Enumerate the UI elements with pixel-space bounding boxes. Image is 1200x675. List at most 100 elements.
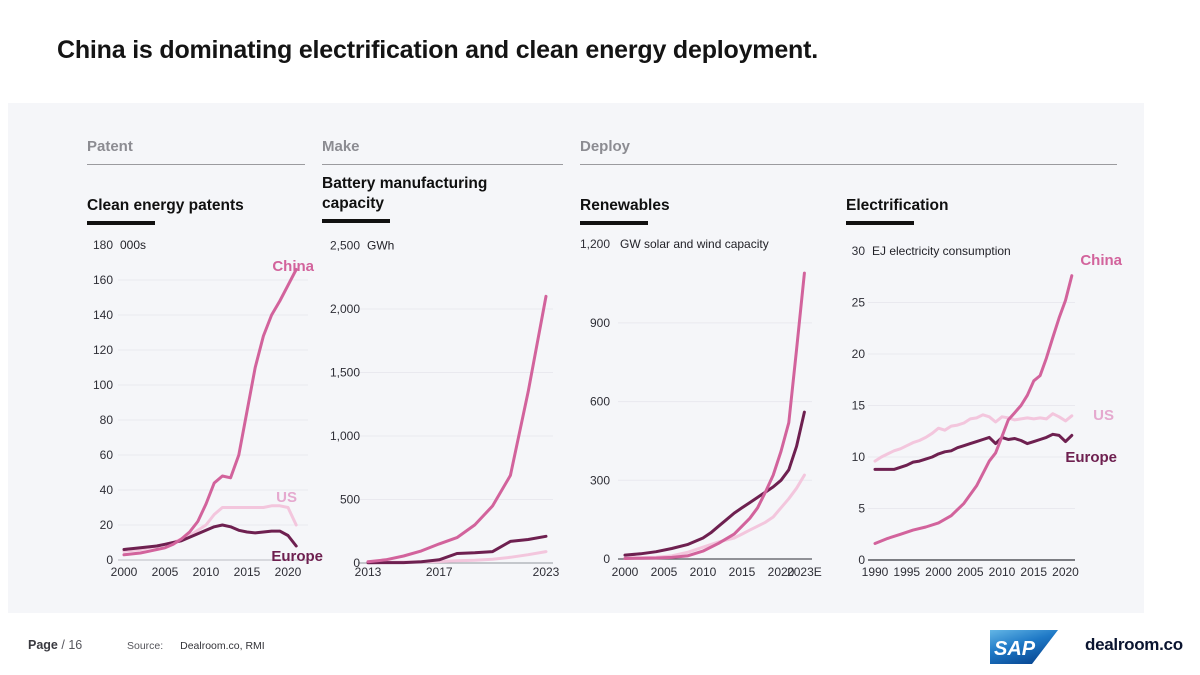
series-line-europe xyxy=(122,523,298,551)
x-tick-label: 2013 xyxy=(355,565,382,579)
x-tick-label: 2005 xyxy=(651,565,678,579)
x-tick-label: 1995 xyxy=(893,565,920,579)
y-tick-label: 160 xyxy=(93,273,113,287)
chart-battery-capacity: 0 500 1,000 1,500 2,000 2,500 GWh 2013 2017 2023 xyxy=(315,235,565,592)
chart-electrification: 0 5 10 15 20 25 30 EJ electricity consumption 19… xyxy=(840,235,1130,592)
series-label-europe: Europe xyxy=(1065,449,1117,466)
chart-title-battery: Battery manufacturing capacity xyxy=(322,174,517,223)
page-title: China is dominating electrification and … xyxy=(57,36,818,64)
sap-logo-text: SAP xyxy=(994,638,1036,660)
title-underline xyxy=(846,221,914,225)
page-number: Page / 16 xyxy=(28,638,83,652)
series-label-china: China xyxy=(1080,252,1122,269)
chart-plot-svg: 0 20 40 60 80 100 120 140 160 180 000s 2000 2005 2010… xyxy=(93,238,323,579)
series-label-us: US xyxy=(276,489,297,506)
y-tick-label: 2,000 xyxy=(330,302,360,316)
axis-unit-label: GW solar and wind capacity xyxy=(620,237,769,251)
chart-renewables: 0 300 600 900 1,200 GW solar and wind capacit… xyxy=(575,235,827,592)
section-label: Deploy xyxy=(580,138,631,155)
x-tick-label: 2020 xyxy=(1052,565,1079,579)
x-tick-label: 2005 xyxy=(957,565,984,579)
series-line-europe xyxy=(623,410,806,557)
y-tick-label: 25 xyxy=(852,296,866,310)
y-tick-label: 1,500 xyxy=(330,366,360,380)
y-tick-label: 900 xyxy=(590,316,610,330)
x-tick-label: 2023 xyxy=(533,565,560,579)
dealroom-logo: dealroom.co xyxy=(1085,635,1183,654)
y-tick-label: 600 xyxy=(590,395,610,409)
x-tick-label: 2020 xyxy=(275,565,302,579)
y-tick-label: 30 xyxy=(852,244,866,258)
x-tick-label: 2017 xyxy=(426,565,453,579)
x-tick-label: 2023E xyxy=(787,565,822,579)
section-header-deploy: Deploy xyxy=(580,138,1117,165)
x-tick-label: 2010 xyxy=(989,565,1016,579)
x-tick-label: 2010 xyxy=(193,565,220,579)
series-line-us xyxy=(873,412,1074,463)
y-tick-label: 140 xyxy=(93,308,113,322)
y-tick-label: 2,500 xyxy=(330,239,360,253)
x-tick-label: 2020 xyxy=(768,565,795,579)
y-tick-label: 40 xyxy=(100,483,114,497)
title-underline xyxy=(580,221,648,225)
x-tick-label: 2015 xyxy=(729,565,756,579)
x-tick-label: 2015 xyxy=(1020,565,1047,579)
section-label: Make xyxy=(322,138,360,155)
series-line-china xyxy=(366,294,548,564)
y-tick-label: 20 xyxy=(100,518,114,532)
series-label-us: US xyxy=(1093,407,1114,424)
y-tick-label: 300 xyxy=(590,473,610,487)
title-underline xyxy=(322,219,390,223)
axis-unit-label: EJ electricity consumption xyxy=(872,244,1011,258)
x-tick-label: 2000 xyxy=(612,565,639,579)
series-line-china xyxy=(873,274,1074,545)
y-tick-label: 80 xyxy=(100,413,114,427)
x-tick-label: 2010 xyxy=(690,565,717,579)
section-header-patent: Patent xyxy=(87,138,305,165)
sap-logo-shape xyxy=(990,630,1058,664)
y-tick-label: 100 xyxy=(93,378,113,392)
y-tick-label: 0 xyxy=(106,553,113,567)
axis-unit-label: GWh xyxy=(367,239,394,253)
chart-clean-energy-patents: 0 20 40 60 80 100 120 140 160 180 000s 2000 2005 2010… xyxy=(80,235,336,592)
y-tick-label: 1,200 xyxy=(580,237,610,251)
y-tick-label: 500 xyxy=(340,493,360,507)
y-tick-label: 15 xyxy=(852,399,866,413)
chart-title-renewables: Renewables xyxy=(580,196,790,225)
x-tick-label: 2015 xyxy=(234,565,261,579)
y-tick-label: 0 xyxy=(353,556,360,570)
y-tick-label: 180 xyxy=(93,238,113,252)
series-line-europe xyxy=(366,534,548,565)
x-tick-label: 1990 xyxy=(862,565,889,579)
y-tick-label: 1,000 xyxy=(330,429,360,443)
series-label-china: China xyxy=(272,258,314,275)
y-tick-label: 10 xyxy=(852,450,866,464)
chart-plot-svg: 0 500 1,000 1,500 2,000 2,500 GWh 2013 2017 2023 xyxy=(330,239,560,580)
axis-unit-label: 000s xyxy=(120,238,146,252)
content-panel xyxy=(8,103,1144,613)
source-value: Dealroom.co, RMI xyxy=(180,640,265,652)
x-tick-label: 2000 xyxy=(111,565,138,579)
series-line-china xyxy=(623,271,806,560)
series-line-china xyxy=(122,268,298,557)
y-tick-label: 60 xyxy=(100,448,114,462)
series-line-europe xyxy=(873,432,1074,471)
source-label: Source: xyxy=(127,640,164,652)
y-tick-label: 5 xyxy=(858,502,865,516)
y-tick-label: 0 xyxy=(603,552,610,566)
section-label: Patent xyxy=(87,138,133,155)
section-header-make: Make xyxy=(322,138,563,165)
sap-logo: SAP xyxy=(990,630,1058,669)
chart-title-patents: Clean energy patents xyxy=(87,196,297,225)
y-tick-label: 20 xyxy=(852,347,866,361)
x-tick-label: 2000 xyxy=(925,565,952,579)
series-label-europe: Europe xyxy=(271,548,323,565)
x-tick-label: 2005 xyxy=(152,565,179,579)
y-tick-label: 120 xyxy=(93,343,113,357)
y-tick-label: 0 xyxy=(858,553,865,567)
chart-plot-svg: 0 5 10 15 20 25 30 EJ electricity consumption 19… xyxy=(852,244,1123,579)
source-note: Source: Dealroom.co, RMI xyxy=(127,640,265,652)
chart-title-electrification: Electrification xyxy=(846,196,1076,225)
chart-plot-svg: 0 300 600 900 1,200 GW solar and wind capacit… xyxy=(580,237,822,579)
